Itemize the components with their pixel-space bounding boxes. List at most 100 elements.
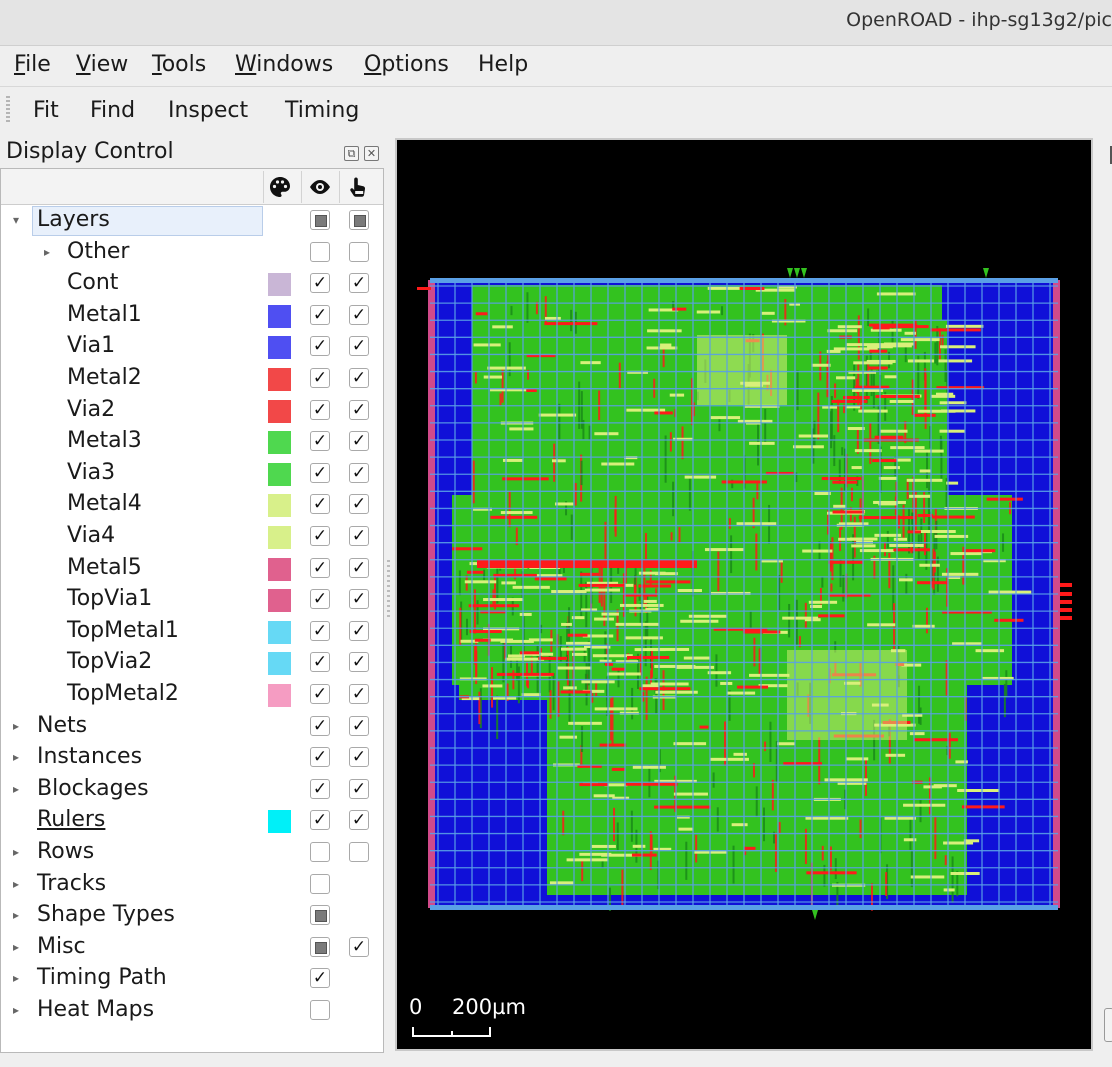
fit-button[interactable]: Fit (33, 98, 59, 123)
tree-row-metal5[interactable]: Metal5 ✓ ✓ (1, 553, 383, 585)
tree-row-other[interactable]: ▸ Other (1, 237, 383, 269)
selectable-checkbox[interactable]: ✓ (349, 462, 369, 483)
dock-close-icon[interactable]: ✕ (364, 146, 379, 161)
layer-color-swatch[interactable] (268, 399, 291, 423)
visible-checkbox[interactable]: ✓ (310, 462, 330, 483)
selectable-checkbox[interactable]: ✓ (349, 684, 369, 704)
tree-row-via4[interactable]: Via4 ✓ ✓ (1, 521, 383, 553)
menu-file[interactable]: File (14, 52, 51, 77)
expand-arrow-icon[interactable]: ▸ (13, 750, 20, 765)
tree-row-cont[interactable]: Cont ✓ ✓ (1, 268, 383, 300)
selectable-checkbox[interactable]: ✓ (349, 557, 369, 578)
selectable-checkbox[interactable]: ✓ (349, 336, 369, 357)
visible-checkbox[interactable]: ✓ (310, 620, 330, 641)
tree-row-instances[interactable]: ▸ Instances ✓ ✓ (1, 742, 383, 774)
layer-color-swatch[interactable] (268, 684, 291, 707)
expand-arrow-icon[interactable]: ▸ (13, 1003, 20, 1017)
layer-color-swatch[interactable] (268, 431, 291, 455)
selectable-checkbox[interactable]: ✓ (349, 652, 369, 673)
layer-color-swatch[interactable] (268, 336, 291, 360)
tree-row-via2[interactable]: Via2 ✓ ✓ (1, 395, 383, 427)
selectable-checkbox[interactable]: ✓ (349, 747, 369, 768)
dock-edge-button[interactable] (1104, 1008, 1112, 1042)
expand-arrow-icon[interactable]: ▸ (13, 939, 20, 954)
tree-row-topvia2[interactable]: TopVia2 ✓ ✓ (1, 647, 383, 679)
visible-checkbox[interactable]: ✓ (310, 747, 330, 768)
tree-row-metal3[interactable]: Metal3 ✓ ✓ (1, 426, 383, 458)
tree-row-tracks[interactable]: ▸ Tracks (1, 869, 383, 901)
expand-arrow-icon[interactable]: ▸ (13, 781, 20, 796)
tree-row-metal4[interactable]: Metal4 ✓ ✓ (1, 489, 383, 521)
selectable-checkbox[interactable]: ✓ (349, 304, 369, 325)
layer-color-swatch[interactable] (268, 273, 291, 297)
selectable-checkbox[interactable]: ✓ (349, 810, 369, 831)
visible-checkbox[interactable]: ✓ (310, 684, 330, 704)
visible-checkbox[interactable]: ✓ (310, 652, 330, 673)
selectable-checkbox[interactable]: ✓ (349, 620, 369, 641)
layer-color-swatch[interactable] (268, 304, 291, 328)
selectable-checkbox[interactable]: ✓ (349, 273, 369, 294)
find-button[interactable]: Find (90, 98, 136, 123)
layer-color-swatch[interactable] (268, 494, 291, 518)
visible-checkbox[interactable] (310, 905, 330, 926)
tree-row-via1[interactable]: Via1 ✓ ✓ (1, 331, 383, 363)
selectable-checkbox[interactable]: ✓ (349, 715, 369, 736)
layer-color-swatch[interactable] (268, 526, 291, 549)
visible-checkbox[interactable] (310, 241, 330, 262)
visible-checkbox[interactable]: ✓ (310, 368, 330, 388)
selectable-checkbox[interactable]: ✓ (349, 368, 369, 388)
selectable-checkbox[interactable]: ✓ (349, 936, 369, 957)
expand-arrow-icon[interactable]: ▸ (13, 845, 20, 859)
selectable-checkbox[interactable]: ✓ (349, 778, 369, 799)
layout-viewer[interactable]: 0 200µm (395, 138, 1093, 1051)
visible-checkbox[interactable]: ✓ (310, 494, 330, 515)
selectable-checkbox[interactable]: ✓ (349, 589, 369, 610)
tree-row-timing-path[interactable]: ▸ Timing Path ✓ (1, 963, 383, 995)
layer-color-swatch[interactable] (268, 557, 291, 581)
expand-arrow-icon[interactable]: ▸ (13, 876, 20, 891)
selectable-checkbox[interactable]: ✓ (349, 399, 369, 420)
visible-checkbox[interactable] (310, 873, 330, 894)
expand-arrow-icon[interactable]: ▸ (13, 908, 20, 923)
visible-checkbox[interactable]: ✓ (310, 557, 330, 578)
menu-tools[interactable]: Tools (152, 52, 207, 77)
layer-color-swatch[interactable] (268, 368, 291, 391)
panel-splitter[interactable] (387, 560, 390, 620)
menu-help[interactable]: Help (478, 52, 529, 77)
visible-checkbox[interactable]: ✓ (310, 336, 330, 357)
timing-button[interactable]: Timing (285, 98, 360, 123)
tree-row-rulers[interactable]: Rulers ✓ ✓ (1, 805, 383, 837)
menu-windows[interactable]: Windows (235, 52, 334, 77)
selectable-checkbox[interactable] (349, 241, 369, 262)
expand-arrow-icon[interactable]: ▸ (13, 718, 20, 733)
tree-row-topmetal1[interactable]: TopMetal1 ✓ ✓ (1, 616, 383, 648)
layer-color-swatch[interactable] (268, 620, 291, 644)
visible-checkbox[interactable]: ✓ (310, 589, 330, 610)
tree-row-blockages[interactable]: ▸ Blockages ✓ ✓ (1, 774, 383, 806)
inspect-button[interactable]: Inspect (168, 98, 249, 123)
visible-checkbox[interactable]: ✓ (310, 273, 330, 294)
expand-arrow-icon[interactable]: ▸ (44, 244, 51, 259)
tree-row-topvia1[interactable]: TopVia1 ✓ ✓ (1, 584, 383, 616)
tree-row-layers[interactable]: ▾ Layers (1, 205, 383, 237)
selectable-checkbox[interactable] (349, 210, 369, 230)
menu-view[interactable]: View (76, 52, 129, 77)
layer-color-swatch[interactable] (268, 462, 291, 486)
tree-row-rows[interactable]: ▸ Rows (1, 837, 383, 869)
visible-checkbox[interactable]: ✓ (310, 778, 330, 799)
visible-checkbox[interactable] (310, 936, 330, 957)
visible-checkbox[interactable]: ✓ (310, 431, 330, 452)
visible-checkbox[interactable]: ✓ (310, 715, 330, 736)
dock-float-icon[interactable]: ⧉ (344, 146, 359, 161)
visible-checkbox[interactable]: ✓ (310, 526, 330, 546)
selectable-checkbox[interactable]: ✓ (349, 494, 369, 515)
selectable-checkbox[interactable]: ✓ (349, 526, 369, 546)
visible-checkbox[interactable]: ✓ (310, 399, 330, 420)
menu-options[interactable]: Options (364, 52, 449, 77)
tree-row-metal2[interactable]: Metal2 ✓ ✓ (1, 363, 383, 395)
tree-row-heat-maps[interactable]: ▸ Heat Maps (1, 995, 383, 1027)
toolbar-grip[interactable] (6, 96, 10, 122)
selectable-checkbox[interactable]: ✓ (349, 431, 369, 452)
tree-row-via3[interactable]: Via3 ✓ ✓ (1, 458, 383, 490)
tree-row-nets[interactable]: ▸ Nets ✓ ✓ (1, 711, 383, 743)
